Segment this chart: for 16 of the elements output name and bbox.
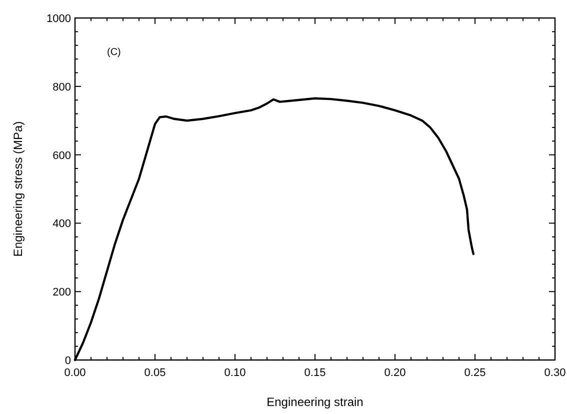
y-tick-label: 800 xyxy=(52,81,71,94)
y-tick-label: 1000 xyxy=(46,13,71,25)
y-axis-title: Engineering stress (MPa) xyxy=(11,121,25,257)
x-tick-label: 0.10 xyxy=(224,367,246,379)
x-axis-title: Engineering strain xyxy=(266,395,364,409)
y-tick-label: 0 xyxy=(64,355,71,367)
x-tick-label: 0.15 xyxy=(304,367,326,379)
x-tick-label: 0.20 xyxy=(384,367,406,379)
x-tick-label: 0.25 xyxy=(464,367,486,379)
x-tick-label: 0.05 xyxy=(144,367,166,379)
y-tick-label: 400 xyxy=(52,218,71,230)
x-tick-label: 0.30 xyxy=(544,367,566,379)
x-tick-label: 0.00 xyxy=(64,367,86,379)
annotation: (C) xyxy=(107,47,121,58)
y-tick-label: 600 xyxy=(52,150,71,162)
y-tick-label: 200 xyxy=(52,286,71,299)
